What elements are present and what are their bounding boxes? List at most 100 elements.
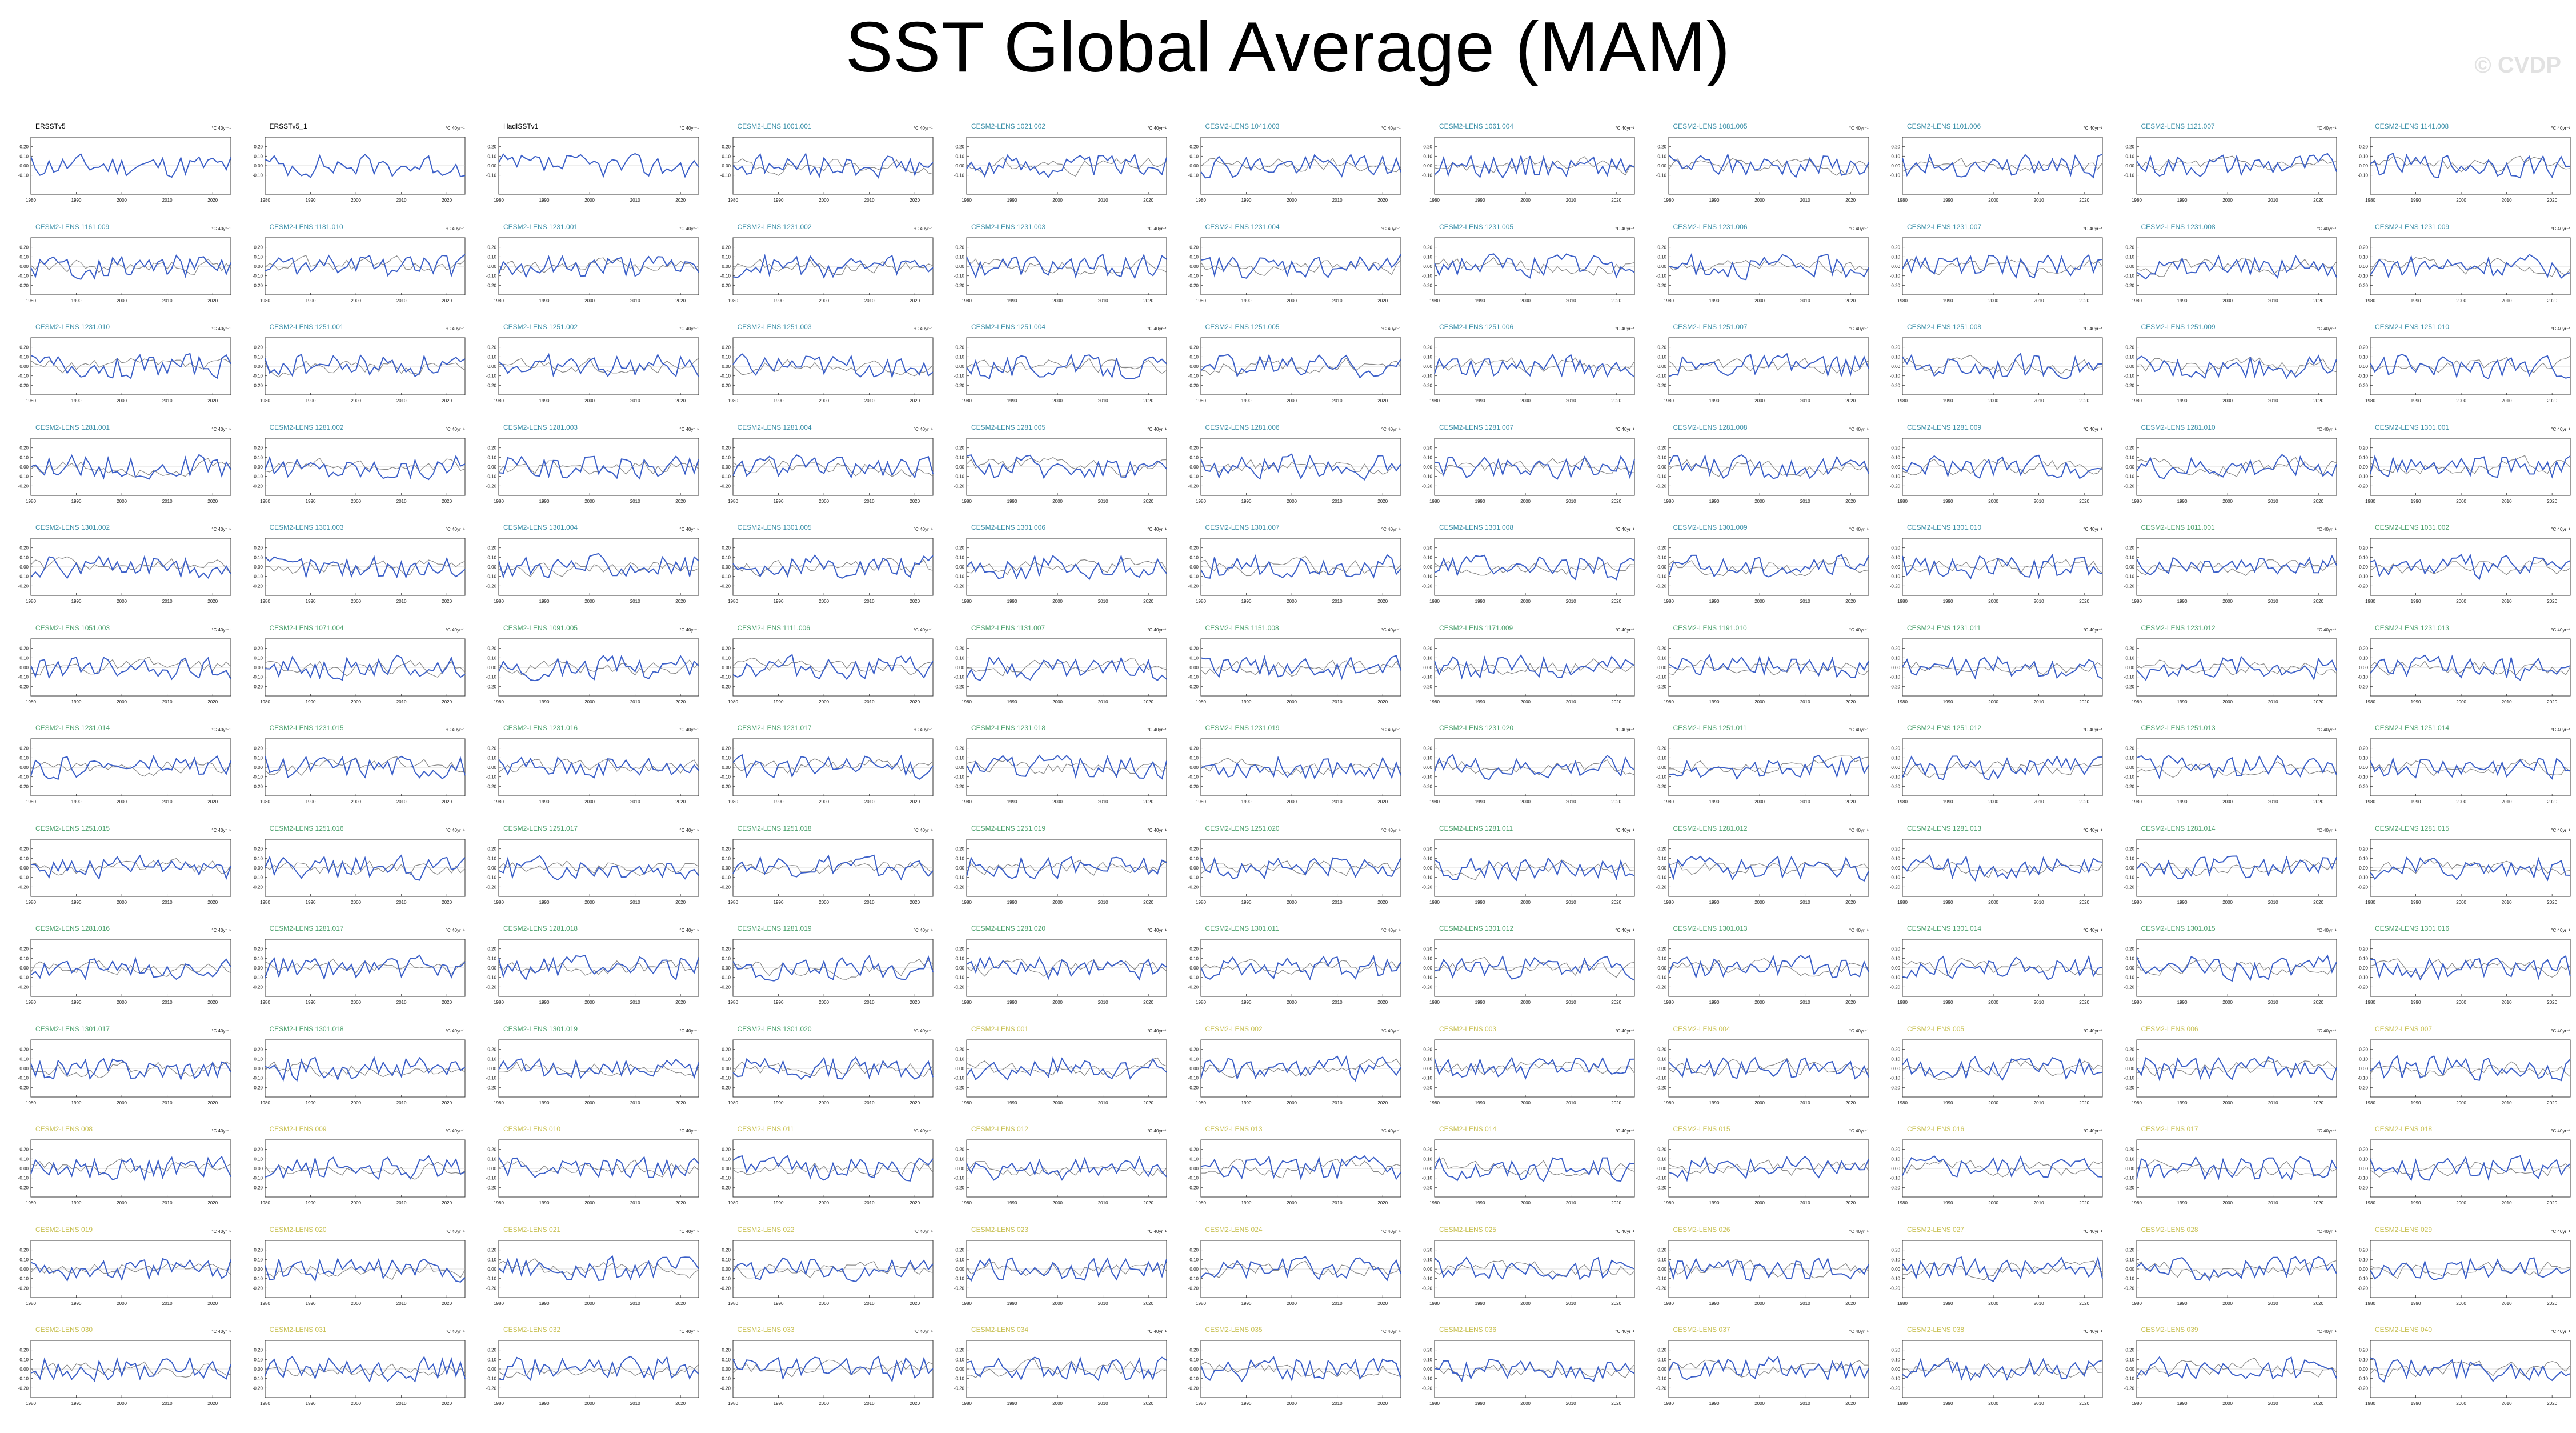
x-tick-label: 2000 <box>819 198 829 203</box>
y-tick-label: -0.20 <box>954 684 965 689</box>
y-tick-label: 0.20 <box>2125 746 2134 751</box>
x-tick-label: 2000 <box>1052 499 1063 504</box>
y-tick-label: -0.20 <box>2124 283 2134 288</box>
x-tick-label: 2020 <box>1377 499 1388 504</box>
panel-title: CESM2-LENS 1281.020 <box>971 924 1046 932</box>
x-tick-label: 1980 <box>1429 198 1440 203</box>
panel-units: °C 40yr⁻¹ <box>211 627 231 633</box>
x-tick-label: 1980 <box>1196 900 1206 905</box>
y-tick-label: -0.10 <box>1422 374 1433 379</box>
series-line <box>1902 254 2103 279</box>
y-tick-label: 0.00 <box>2359 1166 2368 1171</box>
x-tick-label: 1980 <box>1196 1401 1206 1406</box>
y-tick-label: -0.20 <box>954 383 965 388</box>
x-tick-label: 1980 <box>962 298 972 303</box>
y-tick-label: -0.20 <box>1890 1085 1901 1090</box>
y-tick-label: 0.00 <box>955 1267 964 1272</box>
y-tick-label: 0.00 <box>254 1066 263 1071</box>
reference-series-line <box>2370 257 2571 277</box>
panel: CESM2-LENS 1251.009 °C 40yr⁻¹ 0.20 0.10 0.00… <box>2112 321 2346 421</box>
y-tick-label: -0.20 <box>1656 383 1666 388</box>
y-tick-label: 0.20 <box>254 145 263 150</box>
x-tick-label: 1990 <box>1007 398 1017 403</box>
x-tick-label: 2010 <box>396 1301 406 1306</box>
x-tick-label: 2020 <box>2547 699 2557 705</box>
panel-title: CESM2-LENS 023 <box>971 1225 1029 1234</box>
x-tick-label: 1980 <box>1664 398 1674 403</box>
x-tick-label: 2000 <box>1988 298 1998 303</box>
panel-title: CESM2-LENS 001 <box>971 1024 1029 1033</box>
panel-units: °C 40yr⁻¹ <box>1615 1228 1634 1234</box>
reference-series-line <box>732 758 933 774</box>
x-tick-label: 2020 <box>1143 900 1153 905</box>
y-tick-label: -0.20 <box>1890 483 1901 489</box>
reference-series-line <box>732 958 933 980</box>
y-tick-label: 0.10 <box>2125 455 2134 460</box>
panel-units: °C 40yr⁻¹ <box>2551 727 2570 732</box>
x-tick-label: 2020 <box>1611 699 1621 705</box>
x-tick-label: 1990 <box>71 699 82 705</box>
reference-series-line <box>498 960 699 976</box>
y-tick-label: 0.10 <box>1657 755 1666 760</box>
x-tick-label: 2020 <box>1377 1401 1388 1406</box>
x-tick-label: 1990 <box>773 198 783 203</box>
x-tick-label: 2020 <box>1377 799 1388 804</box>
y-tick-label: 0.00 <box>487 1367 496 1372</box>
panel-units: °C 40yr⁻¹ <box>1381 928 1401 933</box>
x-tick-label: 1990 <box>1007 198 1017 203</box>
y-tick-label: -0.10 <box>1656 975 1666 980</box>
series-line <box>1200 453 1401 481</box>
x-tick-label: 2020 <box>2313 900 2323 905</box>
reference-series-line <box>30 759 231 777</box>
panel-title: CESM2-LENS 1231.012 <box>2141 623 2216 632</box>
x-tick-label: 2000 <box>1520 1200 1531 1206</box>
panel-units: °C 40yr⁻¹ <box>913 1329 933 1334</box>
y-tick-label: 0.20 <box>254 646 263 651</box>
x-tick-label: 1980 <box>26 1100 36 1106</box>
y-tick-label: 0.10 <box>2359 755 2368 760</box>
y-tick-label: 0.10 <box>955 555 964 560</box>
x-tick-label: 2010 <box>1098 1200 1108 1206</box>
x-tick-label: 1990 <box>2411 699 2421 705</box>
panel-title: CESM2-LENS 021 <box>503 1225 561 1234</box>
y-tick-label: 0.20 <box>19 345 29 350</box>
panel-title: CESM2-LENS 1251.013 <box>2141 724 2216 732</box>
x-tick-label: 2010 <box>2034 298 2044 303</box>
y-tick-label: -0.20 <box>1422 283 1433 288</box>
x-tick-label: 1980 <box>2132 1401 2142 1406</box>
y-tick-label: 0.00 <box>487 565 496 570</box>
series-line <box>265 253 466 278</box>
x-tick-label: 2020 <box>1377 398 1388 403</box>
y-tick-label: 0.10 <box>254 455 263 460</box>
panel-title: CESM2-LENS 015 <box>1673 1125 1730 1133</box>
y-tick-label: -0.20 <box>486 884 497 890</box>
x-tick-label: 2000 <box>351 198 361 203</box>
y-tick-label: 0.00 <box>19 364 29 369</box>
panel-title: CESM2-LENS 1281.012 <box>1673 824 1748 832</box>
panel-title: CESM2-LENS 007 <box>2375 1024 2433 1033</box>
panel: CESM2-LENS 1231.015 °C 40yr⁻¹ 0.20 0.10 0.00… <box>240 722 474 822</box>
x-tick-label: 1980 <box>1196 599 1206 604</box>
y-tick-label: -0.20 <box>1890 984 1901 990</box>
y-tick-label: -0.20 <box>252 1085 263 1090</box>
y-tick-label: 0.00 <box>1657 364 1666 369</box>
y-tick-label: 0.00 <box>487 1066 496 1071</box>
x-tick-label: 1990 <box>539 198 550 203</box>
y-tick-label: -0.10 <box>1422 1376 1433 1382</box>
y-tick-label: -0.10 <box>2358 1376 2369 1382</box>
x-tick-label: 2010 <box>2267 298 2278 303</box>
y-tick-label: 0.10 <box>19 956 29 961</box>
y-tick-label: -0.20 <box>2124 884 2134 890</box>
panel-units: °C 40yr⁻¹ <box>679 627 699 633</box>
y-tick-label: -0.20 <box>18 684 29 689</box>
